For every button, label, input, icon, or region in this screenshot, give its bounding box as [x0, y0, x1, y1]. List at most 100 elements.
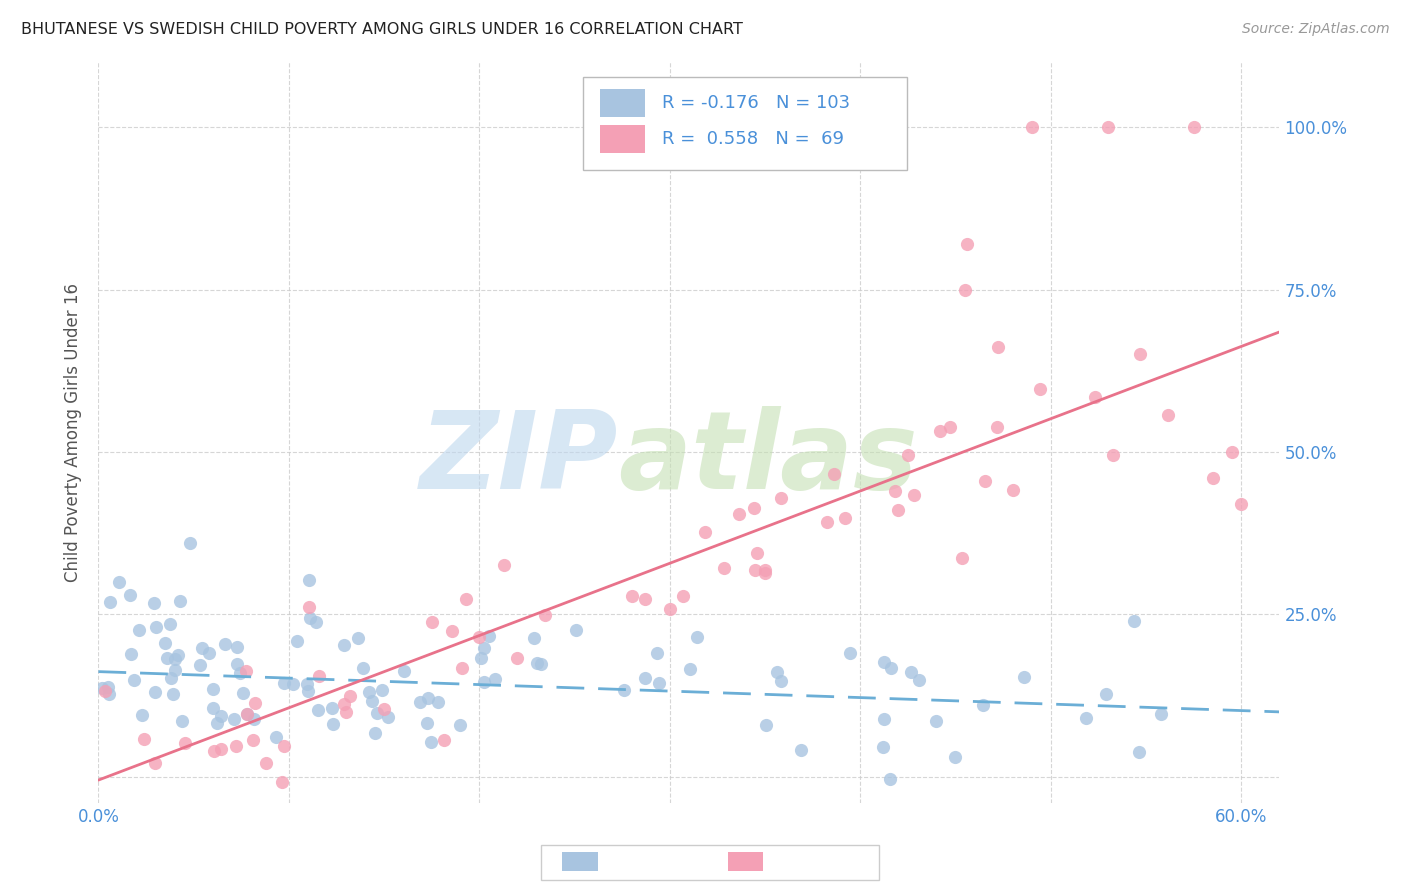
Point — [202, 681, 225, 696]
Text: R = -0.176   N = 103: R = -0.176 N = 103 — [662, 95, 849, 112]
Point — [357, 685, 380, 699]
Point — [679, 662, 702, 676]
Point — [245, 696, 267, 710]
Point — [283, 677, 305, 691]
Point — [766, 665, 789, 679]
Point — [191, 641, 214, 656]
Point — [209, 708, 232, 723]
Point — [197, 646, 219, 660]
Point — [332, 638, 354, 652]
Point — [352, 660, 374, 674]
Point — [373, 702, 395, 716]
Point — [928, 424, 950, 438]
Point — [377, 710, 399, 724]
Point — [254, 756, 277, 770]
Point — [167, 648, 190, 662]
Point — [159, 616, 181, 631]
Point — [418, 690, 440, 705]
Point — [1001, 483, 1024, 497]
Point — [492, 558, 515, 572]
Point — [742, 501, 765, 516]
Point — [420, 735, 443, 749]
Point — [98, 687, 121, 701]
Text: Source: ZipAtlas.com: Source: ZipAtlas.com — [1241, 22, 1389, 37]
Point — [879, 772, 901, 786]
Point — [307, 703, 329, 717]
Point — [956, 237, 979, 252]
Point — [938, 420, 960, 434]
Point — [131, 707, 153, 722]
Point — [132, 732, 155, 747]
Point — [1102, 448, 1125, 462]
Point — [120, 647, 142, 661]
Point — [685, 630, 707, 644]
Point — [273, 739, 295, 754]
Point — [299, 611, 322, 625]
Point — [107, 574, 129, 589]
FancyBboxPatch shape — [600, 125, 645, 153]
Point — [873, 655, 896, 669]
Point — [834, 511, 856, 525]
Point — [271, 774, 294, 789]
Point — [1012, 670, 1035, 684]
Point — [1230, 497, 1253, 511]
Point — [242, 733, 264, 747]
Point — [118, 588, 141, 602]
Point — [207, 716, 229, 731]
Point — [472, 641, 495, 656]
Point — [908, 673, 931, 687]
Point — [222, 712, 245, 726]
Point — [1021, 120, 1043, 135]
Point — [295, 676, 318, 690]
Point — [273, 676, 295, 690]
Point — [322, 716, 344, 731]
Y-axis label: Child Poverty Among Girls Under 16: Child Poverty Among Girls Under 16 — [65, 283, 83, 582]
Point — [451, 660, 474, 674]
Point — [484, 672, 506, 686]
Point — [94, 684, 117, 698]
Point — [98, 594, 121, 608]
Point — [986, 340, 1008, 354]
Point — [371, 683, 394, 698]
Point — [91, 681, 114, 696]
Point — [226, 657, 249, 672]
Point — [523, 631, 546, 645]
Point — [744, 563, 766, 577]
Point — [953, 283, 976, 297]
Point — [308, 669, 330, 683]
Point — [449, 717, 471, 731]
Point — [156, 651, 179, 665]
Point — [648, 676, 671, 690]
Point — [226, 640, 249, 654]
Point — [1129, 347, 1152, 361]
Point — [1097, 120, 1119, 135]
Point — [972, 698, 994, 712]
Point — [243, 713, 266, 727]
Point — [394, 664, 416, 678]
Point — [321, 701, 343, 715]
Point — [634, 592, 657, 607]
Point — [1076, 711, 1098, 725]
Point — [160, 672, 183, 686]
Point — [201, 701, 224, 715]
Point — [1084, 390, 1107, 404]
Point — [409, 695, 432, 709]
Point — [530, 657, 553, 671]
Point — [1128, 745, 1150, 759]
Point — [360, 694, 382, 708]
Point — [770, 491, 793, 506]
Text: Swedes: Swedes — [770, 852, 834, 870]
Point — [332, 697, 354, 711]
Point — [298, 573, 321, 587]
Point — [986, 419, 1008, 434]
Point — [235, 665, 257, 679]
Point — [190, 658, 212, 673]
Point — [950, 551, 973, 566]
Point — [143, 756, 166, 770]
Point — [693, 524, 716, 539]
Point — [305, 615, 328, 629]
Point — [122, 673, 145, 688]
Text: atlas: atlas — [619, 406, 918, 511]
Point — [232, 686, 254, 700]
Point — [225, 739, 247, 753]
